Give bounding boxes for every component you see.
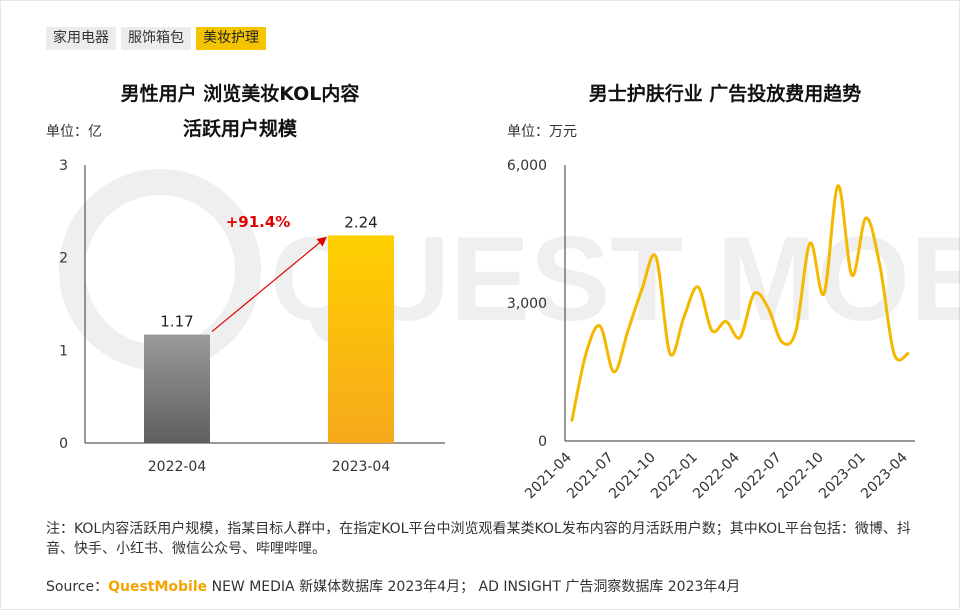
source-text: NEW MEDIA 新媒体数据库 2023年4月； AD INSIGHT 广告洞…: [207, 579, 741, 595]
tab-home-appliances[interactable]: 家用电器: [46, 27, 116, 50]
data-point: [808, 242, 812, 245]
data-point: [766, 306, 770, 309]
data-point: [906, 352, 910, 355]
data-point: [640, 288, 644, 291]
data-point: [626, 329, 630, 332]
bar: [144, 334, 210, 443]
growth-label: +91.4%: [226, 213, 291, 231]
footnote: 注：KOL内容活跃用户规模，指某目标人群中，在指定KOL平台中浏览观看某类KOL…: [46, 521, 911, 557]
source-prefix: Source：: [46, 579, 109, 595]
questmobile-brand: QuestMobile: [108, 579, 208, 595]
data-point: [710, 329, 714, 332]
data-point: [780, 340, 784, 344]
bar-y-tick-label: 0: [59, 436, 68, 452]
data-point: [696, 285, 700, 289]
tab-apparel-bags[interactable]: 服饰箱包: [121, 27, 191, 50]
bar-value-label: 1.17: [160, 313, 193, 331]
growth-arrow: [211, 236, 327, 333]
tab-beauty-care[interactable]: 美妆护理: [196, 27, 266, 50]
line-y-tick-label: 0: [538, 434, 547, 450]
data-point: [584, 352, 588, 355]
data-point: [822, 292, 826, 295]
category-tabs: 家用电器 服饰箱包 美妆护理: [46, 27, 266, 50]
line-chart-title: 男士护肤行业 广告投放费用趋势: [588, 83, 862, 105]
bar-x-tick-label: 2023-04: [332, 459, 391, 475]
line-chart-unit: 单位：万元: [507, 124, 577, 140]
data-point: [668, 352, 672, 355]
bar-chart-title-line2: 活跃用户规模: [182, 118, 297, 140]
bar-chart-title-line1: 男性用户 浏览美妆KOL内容: [120, 83, 360, 105]
bar-y-tick-label: 1: [59, 343, 68, 359]
data-point: [724, 320, 728, 323]
data-point: [794, 329, 798, 332]
data-point: [752, 292, 756, 295]
data-point: [612, 370, 616, 374]
series-line: [570, 184, 910, 422]
line-x-tick-label: 2023-04: [858, 449, 911, 502]
data-point: [570, 419, 574, 422]
data-point: [738, 336, 742, 339]
bar-y-tick-label: 2: [59, 251, 68, 267]
line-y-tick-label: 6,000: [507, 158, 547, 174]
line-y-tick-label: 3,000: [507, 296, 547, 312]
bar-x-tick-label: 2022-04: [148, 459, 207, 475]
source-line: Source：QuestMobile NEW MEDIA 新媒体数据库 2023…: [46, 576, 740, 596]
data-point: [682, 315, 686, 318]
data-point: [836, 184, 840, 187]
data-point: [892, 352, 896, 355]
bar-y-tick-label: 3: [59, 158, 68, 174]
bar: [328, 235, 394, 443]
data-point: [598, 324, 602, 328]
bar-value-label: 2.24: [344, 213, 377, 231]
data-point: [654, 255, 658, 259]
data-point: [850, 274, 854, 277]
data-point: [864, 216, 868, 220]
data-point: [878, 265, 882, 268]
bar-chart-unit: 单位：亿: [46, 124, 102, 140]
